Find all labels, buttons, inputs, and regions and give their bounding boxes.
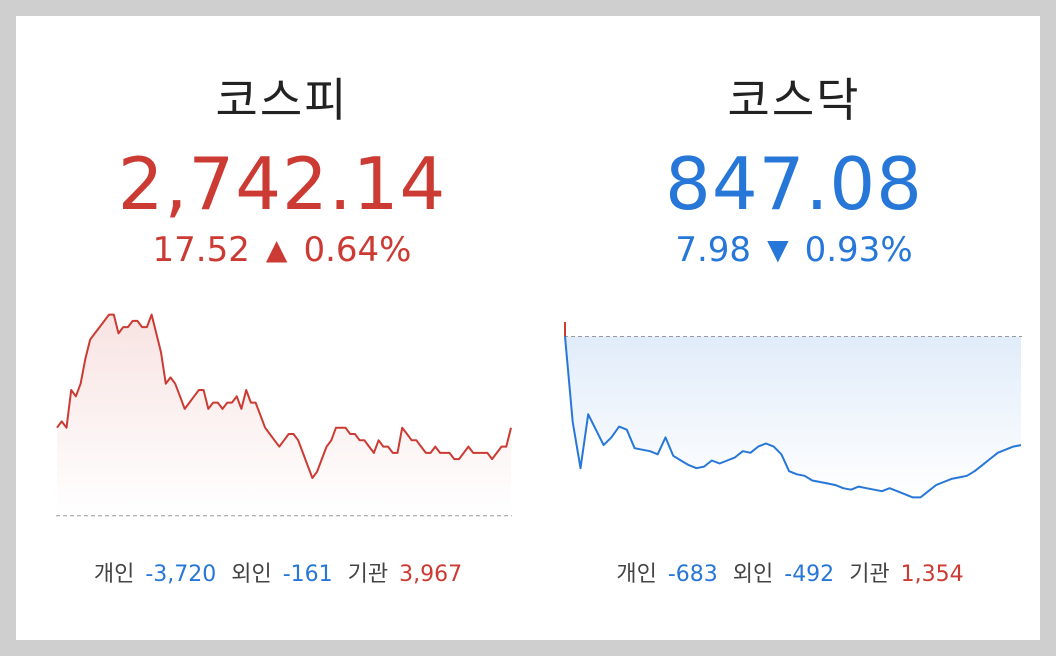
market-index-card: 코스피 2,742.14 17.52 ▲ 0.64% 개인 -3,720 외인 -1… — [16, 16, 1040, 640]
kosdaq-individual-label: 개인 — [616, 562, 657, 587]
kosdaq-area-fill — [565, 336, 1021, 498]
kosdaq-value: 847.08 — [665, 142, 923, 226]
kospi-percent: 0.64% — [303, 230, 412, 270]
kosdaq-individual-value: -683 — [667, 562, 718, 587]
kosdaq-percent: 0.93% — [804, 230, 913, 270]
kospi-price-line — [56, 313, 512, 479]
kosdaq-institution-label: 기관 — [849, 562, 890, 587]
kosdaq-intraday-chart — [564, 322, 1022, 499]
kosdaq-institution-value: 1,354 — [900, 562, 964, 587]
kospi-institution-value: 3,967 — [399, 562, 463, 587]
kospi-intraday-chart — [56, 313, 512, 517]
kospi-change-row: 17.52 ▲ 0.64% — [16, 230, 548, 270]
kospi-individual-label: 개인 — [93, 562, 135, 587]
kosdaq-change-row: 7.98 ▼ 0.93% — [548, 230, 1040, 270]
kospi-institution-label: 기관 — [347, 562, 389, 587]
kospi-investor-flows: 개인 -3,720 외인 -161 기관 3,967 — [16, 556, 548, 588]
kospi-foreign-value: -161 — [282, 562, 333, 587]
kospi-title: 코스피 — [215, 73, 349, 127]
triangle-up-icon: ▲ — [265, 233, 288, 266]
kosdaq-foreign-value: -492 — [784, 562, 835, 587]
kosdaq-panel[interactable]: 코스닥 847.08 7.98 ▼ 0.93% 개인 -683 외인 -492 기관… — [548, 16, 1040, 640]
kospi-area-fill — [57, 314, 511, 516]
kosdaq-change: 7.98 — [675, 230, 752, 270]
kospi-change: 17.52 — [152, 230, 250, 270]
kospi-value: 2,742.14 — [117, 142, 447, 226]
kospi-foreign-label: 외인 — [231, 562, 272, 587]
kospi-panel[interactable]: 코스피 2,742.14 17.52 ▲ 0.64% 개인 -3,720 외인 -1… — [16, 16, 548, 640]
kosdaq-investor-flows: 개인 -683 외인 -492 기관 1,354 — [548, 556, 1040, 588]
kosdaq-title: 코스닥 — [727, 73, 861, 127]
kospi-individual-value: -3,720 — [145, 562, 217, 587]
kosdaq-foreign-label: 외인 — [732, 562, 774, 587]
kosdaq-price-line — [564, 336, 1022, 499]
triangle-down-icon: ▼ — [767, 233, 789, 266]
